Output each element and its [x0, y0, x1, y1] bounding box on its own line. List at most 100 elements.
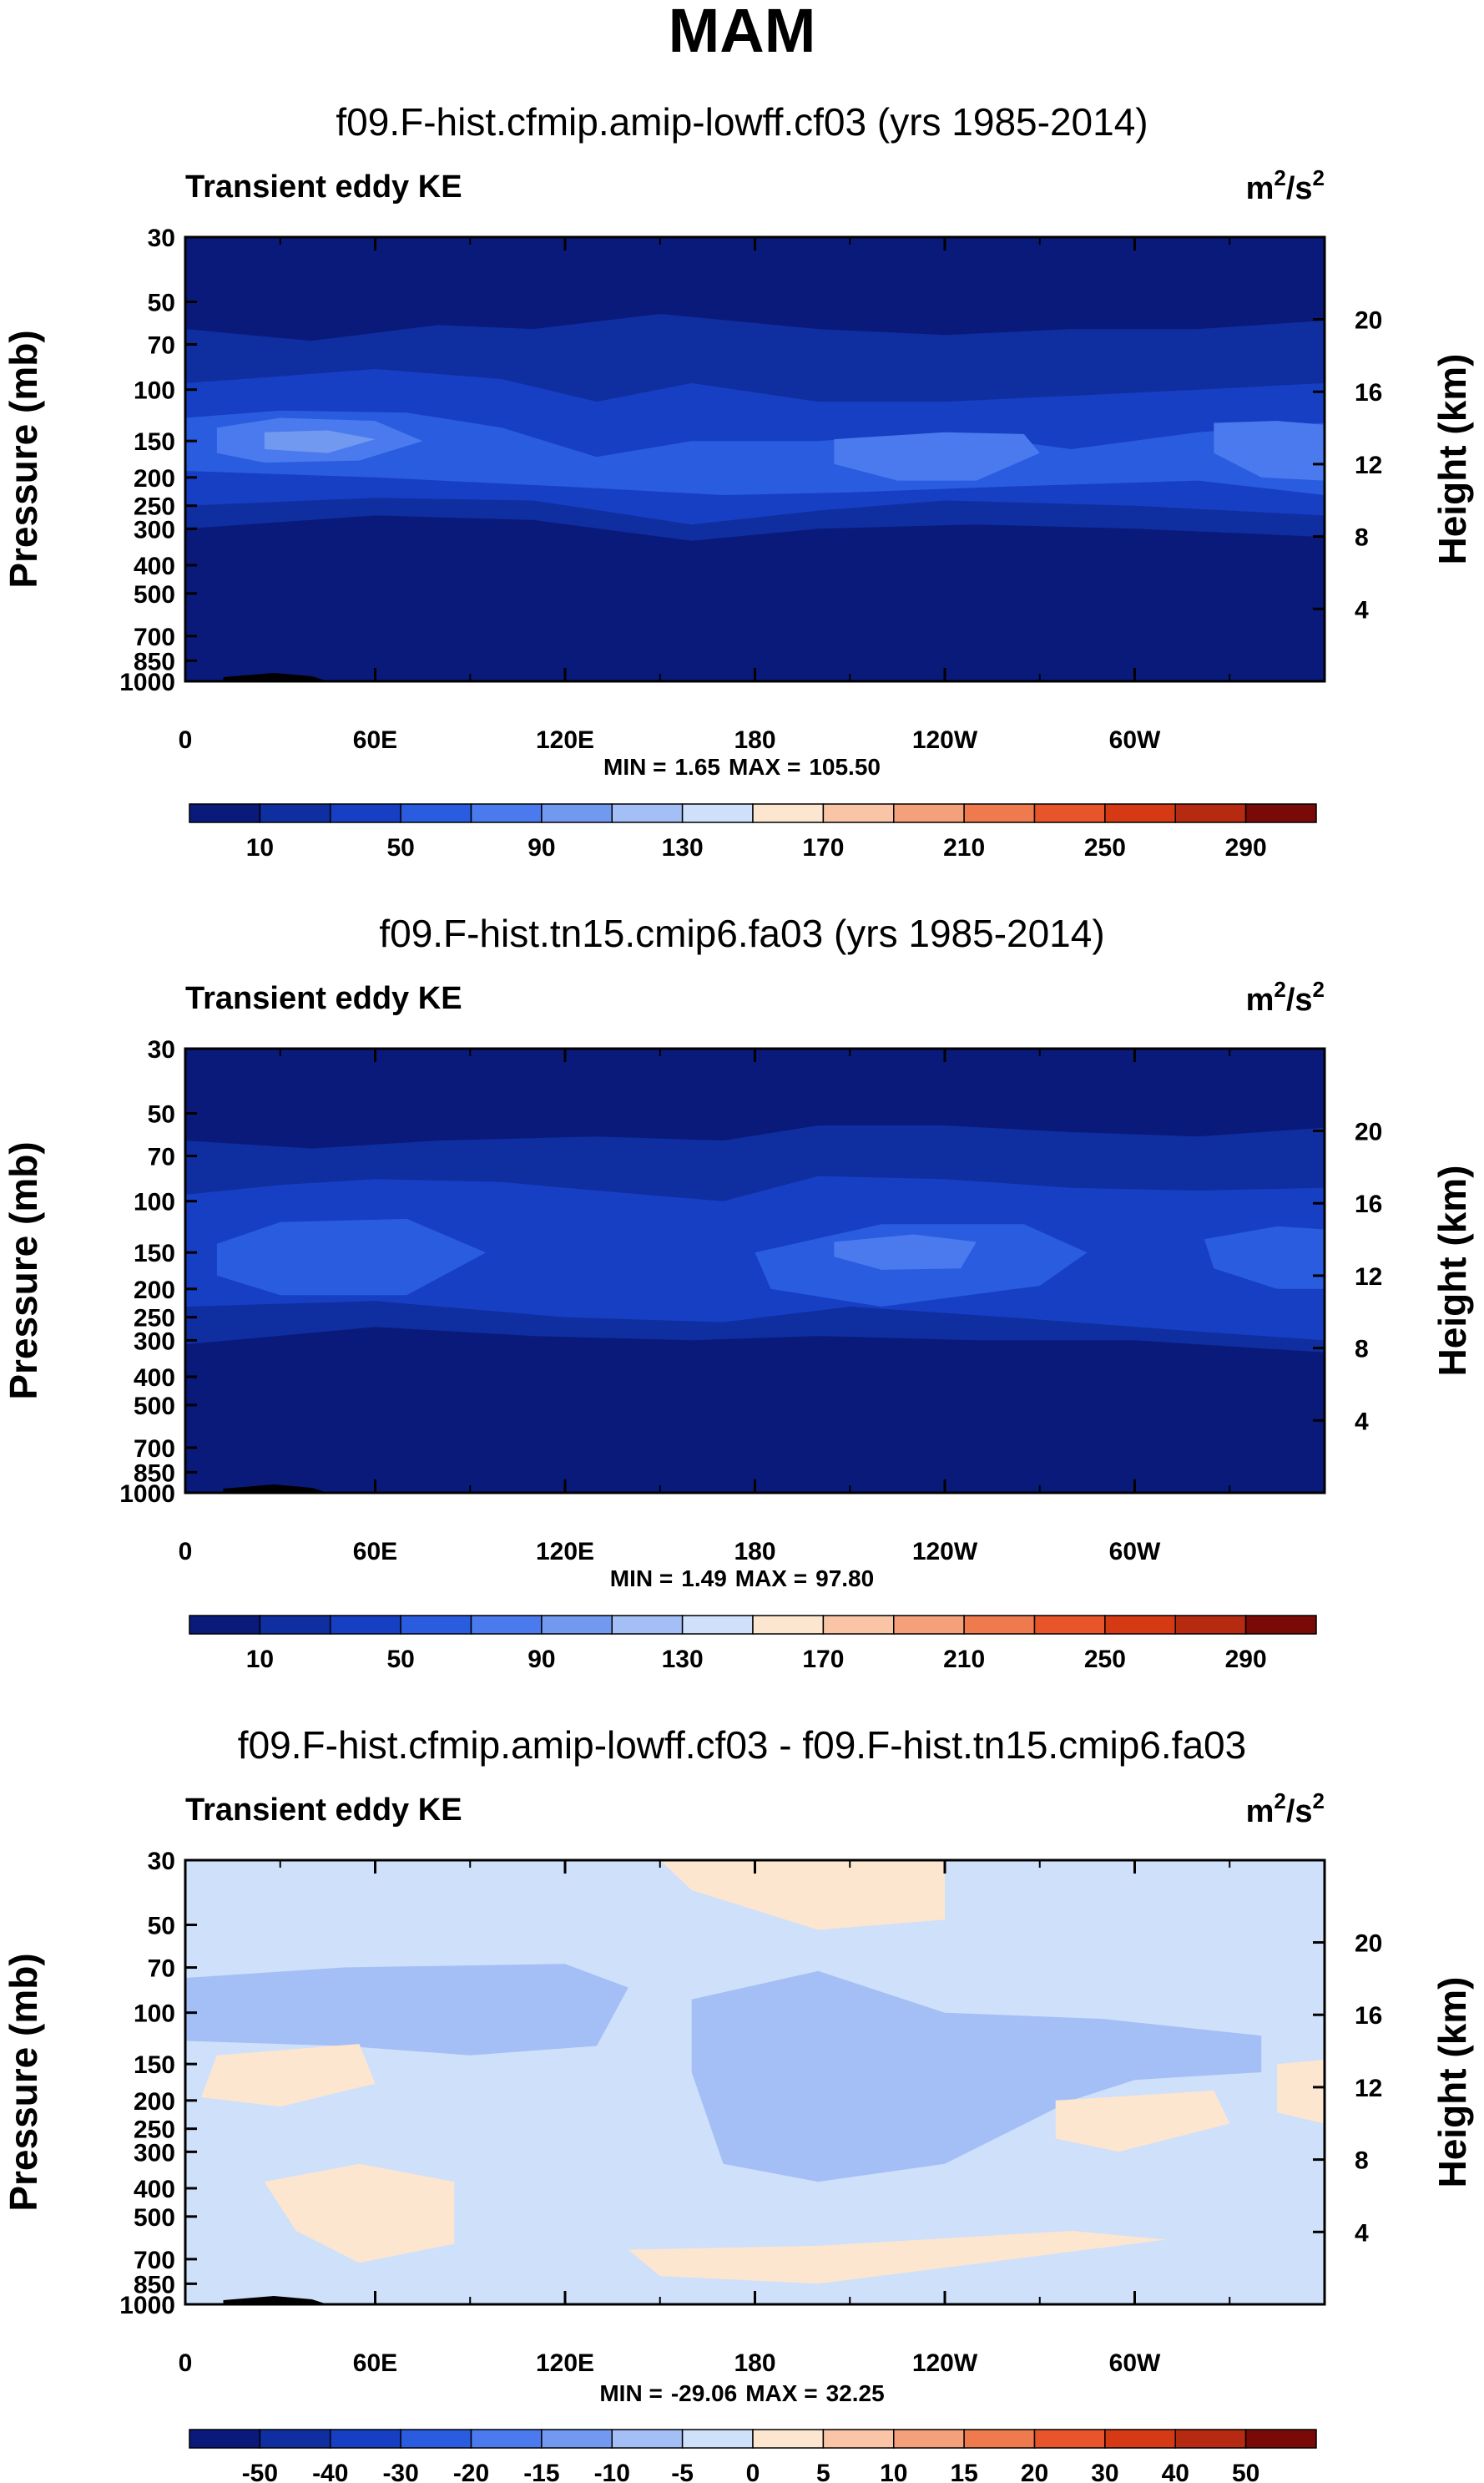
units-part: /s [1286, 983, 1313, 1018]
y2-tick-label: 16 [1355, 379, 1382, 407]
units-label: m2/s2 [1246, 977, 1325, 1018]
colorbar-swatch [541, 1615, 613, 1635]
contour-region [185, 410, 1325, 495]
y-tick-label: 30 [148, 1848, 175, 1875]
y-tick-label: 250 [134, 2116, 175, 2144]
colorbar-label: 210 [943, 1646, 985, 1673]
max-label: MAX = [735, 1565, 807, 1591]
colorbar-swatch [400, 2429, 472, 2449]
y-tick-label: 250 [134, 493, 175, 521]
y-tick-label: 200 [134, 2088, 175, 2116]
x-tick-label: 120E [536, 1538, 594, 1565]
min-label: MIN = [599, 2380, 662, 2406]
colorbar-swatch [470, 1615, 543, 1635]
panel-title: f09.F-hist.tn15.cmip6.fa03 (yrs 1985-201… [379, 912, 1104, 955]
colorbar-swatch [541, 803, 613, 823]
y-tick-label: 500 [134, 1393, 175, 1420]
contour-region [834, 1234, 977, 1270]
y2-tick-label: 8 [1355, 2147, 1369, 2175]
colorbar-swatch [1174, 1615, 1247, 1635]
colorbar-label: -50 [242, 2460, 278, 2483]
contour-field [185, 237, 1325, 681]
y2-tick-label: 12 [1355, 2075, 1382, 2102]
colorbar-swatch [822, 2429, 895, 2449]
colorbar-label: 40 [1162, 2460, 1189, 2483]
y-tick-label: 50 [148, 290, 175, 317]
colorbar-swatch [330, 2429, 401, 2449]
y2-tick-label: 20 [1355, 1119, 1382, 1146]
colorbar-swatch [822, 1615, 895, 1635]
max: 97.80 [815, 1565, 874, 1591]
contour-region [691, 1970, 1262, 2182]
y-tick-label: 70 [148, 1144, 175, 1171]
y2-tick-label: 8 [1355, 524, 1369, 552]
x-tick-label: 120W [912, 1538, 978, 1565]
colorbar-swatch [259, 803, 331, 823]
contour-region [628, 2231, 1167, 2284]
y-tick-label: 850 [134, 1459, 175, 1487]
y-tick-label: 70 [148, 1955, 175, 1983]
units-part: /s [1286, 1794, 1313, 1829]
y-tick-label: 150 [134, 2051, 175, 2079]
terrain [223, 673, 328, 681]
units-part: 2 [1274, 165, 1285, 190]
y-tick-label: 300 [134, 516, 175, 544]
colorbar-swatch [1104, 1615, 1176, 1635]
x-tick-label: 60W [1109, 726, 1161, 754]
colorbar-label: 50 [386, 1646, 414, 1673]
panel-1: f09.F-hist.cfmip.amip-lowff.cf03 (yrs 19… [2, 100, 1474, 862]
y-tick-label: 850 [134, 648, 175, 675]
colorbar-swatch [752, 2429, 825, 2449]
y-tick-label: 50 [148, 1101, 175, 1129]
colorbar-label: -20 [453, 2460, 489, 2483]
colorbar-swatch [189, 803, 261, 823]
colorbar-swatch [189, 2429, 261, 2449]
colorbar-swatch [1104, 2429, 1176, 2449]
max: 105.50 [809, 754, 881, 780]
contour-region [1214, 421, 1325, 481]
colorbar-swatch [681, 803, 754, 823]
colorbar-swatch [1033, 1615, 1106, 1635]
x-tick-label: 60E [353, 726, 397, 754]
y-tick-label: 30 [148, 1036, 175, 1064]
units-part: 2 [1274, 977, 1285, 1002]
max-label: MAX = [745, 2380, 817, 2406]
panel-3: f09.F-hist.cfmip.amip-lowff.cf03 - f09.F… [2, 1723, 1474, 2483]
panel-title: f09.F-hist.cfmip.amip-lowff.cf03 - f09.F… [238, 1723, 1246, 1767]
colorbar-label: 50 [386, 834, 414, 862]
contour-region [659, 1860, 945, 1930]
y-axis-title: Pressure (mb) [2, 330, 45, 588]
y-tick-label: 1000 [119, 1480, 175, 1508]
units-part: m [1246, 1794, 1275, 1829]
units-part: 2 [1313, 1788, 1325, 1813]
colorbar-label: 50 [1232, 2460, 1259, 2483]
y-tick-label: 700 [134, 1435, 175, 1463]
contour-region [216, 1218, 487, 1296]
colorbar-label: -30 [382, 2460, 418, 2483]
colorbar-swatch [611, 803, 684, 823]
y-tick-label: 1000 [119, 2292, 175, 2319]
colorbar-swatch [963, 1615, 1036, 1635]
colorbar-label: 290 [1225, 834, 1267, 862]
x-tick-label: 120E [536, 726, 594, 754]
colorbar-label: 10 [246, 1646, 274, 1673]
colorbar-swatch [541, 2429, 613, 2449]
y2-tick-label: 20 [1355, 307, 1382, 335]
units-part: m [1246, 171, 1275, 206]
contour-region [1277, 2060, 1325, 2124]
colorbar-swatch [611, 2429, 684, 2449]
y-tick-label: 50 [148, 1913, 175, 1940]
contour-region [185, 1176, 1325, 1341]
y-tick-label: 150 [134, 1240, 175, 1267]
y-tick-label: 100 [134, 2000, 175, 2028]
x-tick-label: 120E [536, 2349, 594, 2377]
contour-region [185, 1409, 328, 1493]
colorbar-label: 20 [1021, 2460, 1048, 2483]
colorbar-swatch [330, 1615, 401, 1635]
y-tick-label: 300 [134, 2139, 175, 2167]
colorbar-label: 10 [880, 2460, 907, 2483]
colorbar-label: 290 [1225, 1646, 1267, 1673]
colorbar-swatch [681, 1615, 754, 1635]
colorbar-swatch [189, 1615, 261, 1635]
y2-axis-title: Height (km) [1431, 1977, 1474, 2188]
